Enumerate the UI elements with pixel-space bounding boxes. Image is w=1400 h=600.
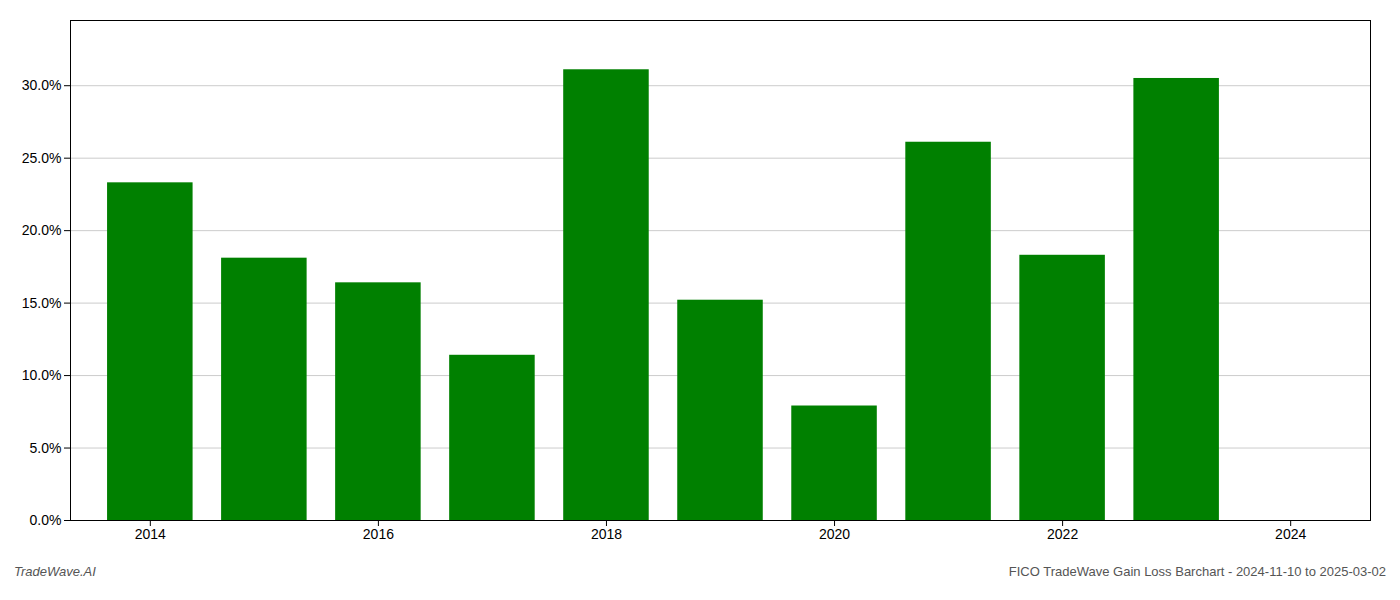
svg-text:0.0%: 0.0% [30,512,62,528]
svg-text:2018: 2018 [591,526,622,542]
svg-text:2024: 2024 [1275,526,1306,542]
svg-text:2020: 2020 [819,526,850,542]
html-text:TradeWave.AI: TradeWave.AI [14,564,96,579]
svg-text:2022: 2022 [1047,526,1078,542]
svg-text:25.0%: 25.0% [22,150,62,166]
svg-text:2016: 2016 [363,526,394,542]
svg-text:30.0%: 30.0% [22,77,62,93]
svg-text:5.0%: 5.0% [30,440,62,456]
svg-text:15.0%: 15.0% [22,295,62,311]
svg-text:20.0%: 20.0% [22,222,62,238]
svg-text:10.0%: 10.0% [22,367,62,383]
html-text:FICO TradeWave Gain Loss Barch: FICO TradeWave Gain Loss Barchart - 2024… [1008,564,1386,579]
svg-text:2014: 2014 [135,526,166,542]
